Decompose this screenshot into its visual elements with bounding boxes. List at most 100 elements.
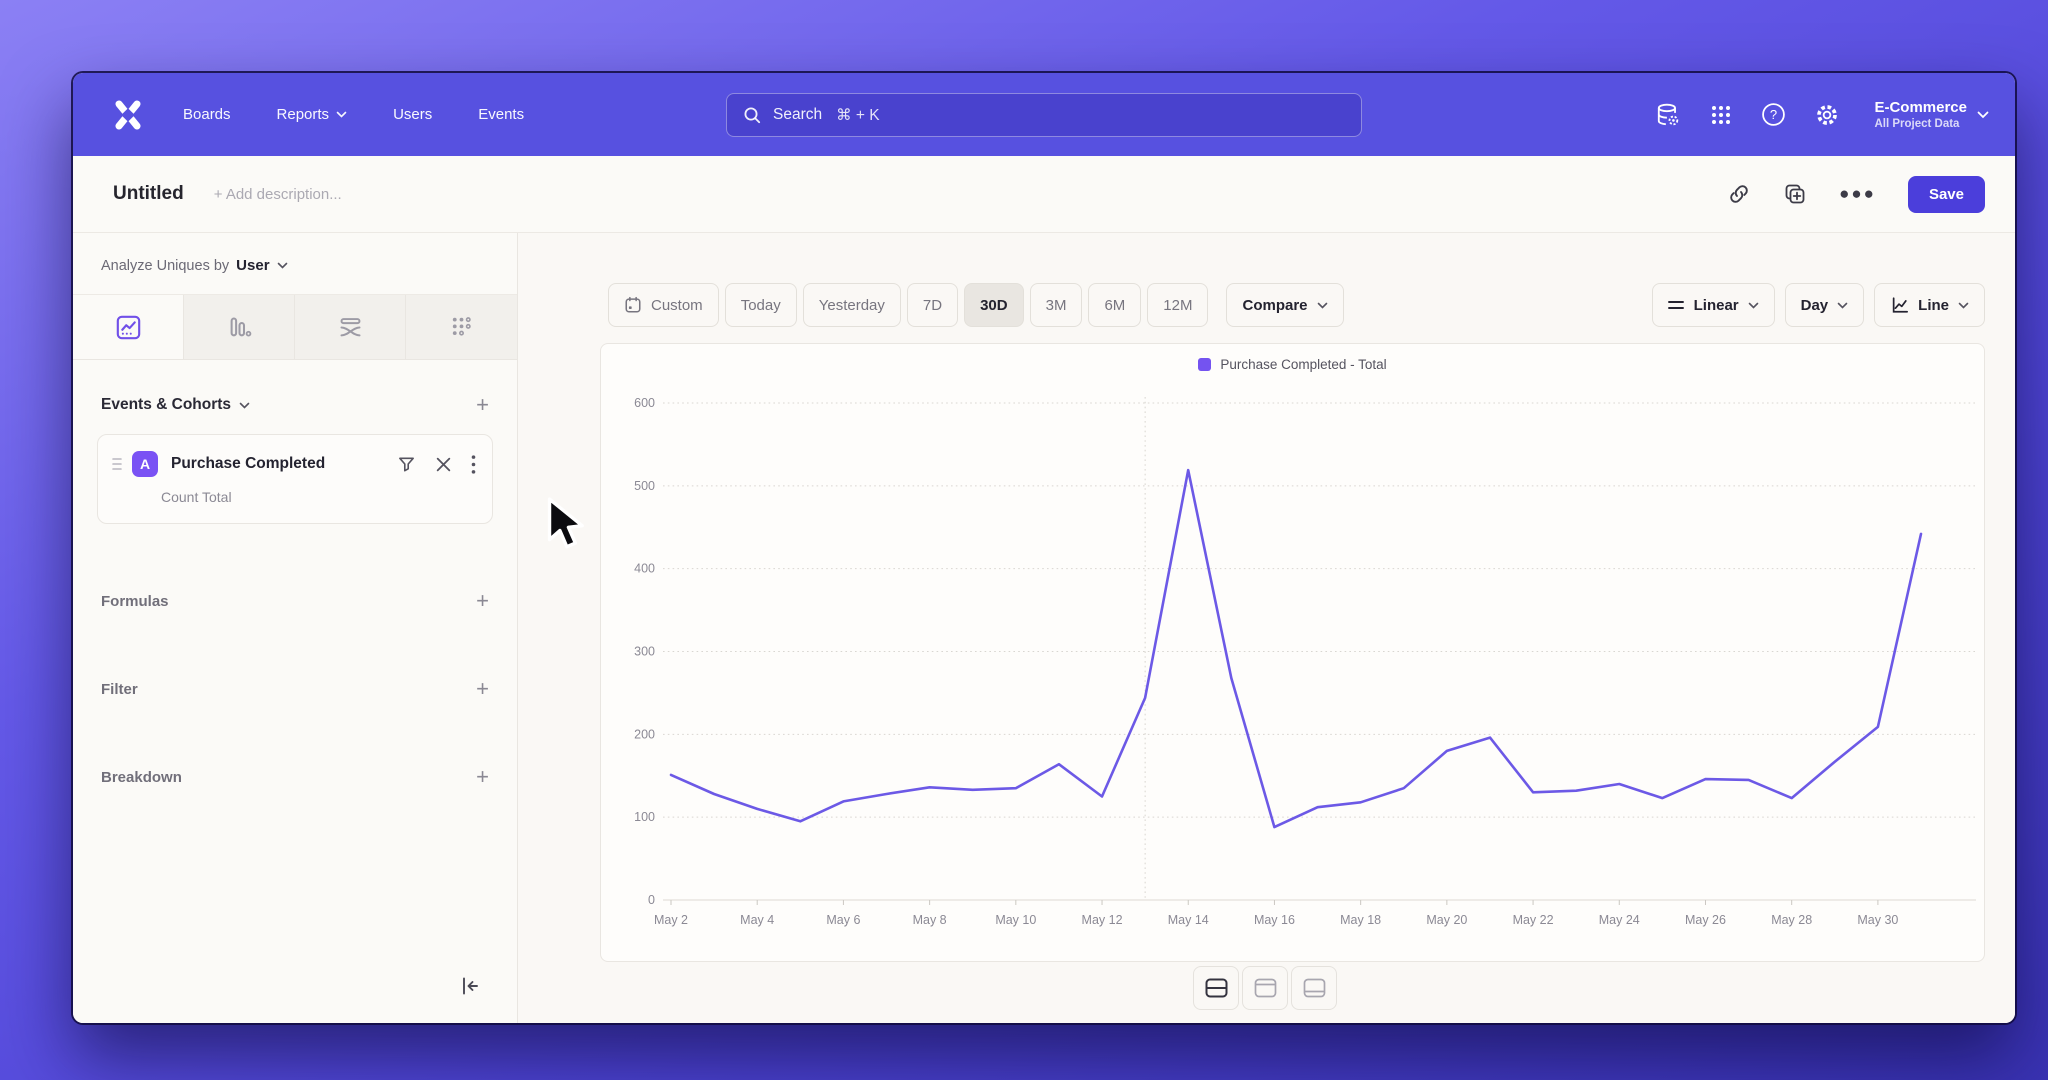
- range-30d-button[interactable]: 30D: [964, 283, 1024, 327]
- events-cohorts-header: Events & Cohorts +: [101, 394, 489, 416]
- more-actions-icon[interactable]: ●●●: [1839, 184, 1876, 203]
- x-axis-label: May 14: [1168, 913, 1209, 927]
- chevron-down-icon: [336, 111, 347, 118]
- range-today-button[interactable]: Today: [724, 283, 797, 327]
- line-chart[interactable]: 0 100 200 300 400 500 600 May 2 May 4 May 6 May 8 M…: [601, 378, 1986, 963]
- x-axis-label: May 22: [1513, 913, 1554, 927]
- x-axis-label: May 18: [1340, 913, 1381, 927]
- scale-dropdown[interactable]: Linear: [1651, 283, 1775, 327]
- drag-handle-icon[interactable]: [112, 457, 122, 471]
- layout-top-panel-button[interactable]: [1242, 966, 1288, 1010]
- nav-items: Boards Reports Users Events: [183, 106, 524, 123]
- tab-bar-chart[interactable]: [184, 295, 295, 359]
- date-range-controls: Custom Today Yesterday 7D 30D 3M 6M 12M Compare: [608, 283, 1344, 327]
- line-type-icon: [1892, 297, 1909, 313]
- add-filter-button[interactable]: +: [476, 676, 489, 701]
- duplicate-icon[interactable]: [1783, 182, 1807, 206]
- filter-funnel-icon[interactable]: [397, 455, 416, 474]
- project-switcher[interactable]: E-Commerce All Project Data: [1874, 99, 1989, 130]
- data-management-icon[interactable]: [1655, 102, 1681, 128]
- chevron-down-icon: [1837, 302, 1848, 309]
- y-axis-label: 100: [634, 810, 655, 824]
- settings-gear-icon[interactable]: [1814, 102, 1840, 128]
- event-name[interactable]: Purchase Completed: [171, 455, 326, 472]
- search-placeholder: Search: [773, 106, 823, 123]
- x-axis-label: May 4: [740, 913, 774, 927]
- tab-insights-line[interactable]: [73, 295, 184, 359]
- help-icon[interactable]: ?: [1761, 102, 1786, 127]
- section-label: Breakdown: [101, 768, 182, 786]
- y-axis-label: 400: [634, 562, 655, 576]
- chevron-down-icon: [277, 262, 288, 269]
- y-axis-label: 200: [634, 727, 655, 741]
- mixpanel-logo-icon[interactable]: [111, 98, 145, 132]
- legend-swatch: [1198, 358, 1212, 371]
- chart-type-dropdown[interactable]: Line: [1874, 283, 1985, 327]
- range-6m-button[interactable]: 6M: [1088, 283, 1142, 327]
- chevron-down-icon: [1317, 302, 1328, 309]
- event-measurement[interactable]: Count Total: [161, 489, 232, 505]
- compare-dropdown[interactable]: Compare: [1226, 283, 1344, 327]
- search-input[interactable]: Search ⌘ + K: [726, 93, 1362, 137]
- copy-link-icon[interactable]: [1727, 182, 1751, 206]
- y-axis-label: 300: [634, 645, 655, 659]
- scale-label: Linear: [1693, 296, 1739, 314]
- x-axis-label: May 16: [1254, 913, 1295, 927]
- event-card[interactable]: A Purchase Completed Count T: [97, 434, 493, 524]
- sidebar-section-formulas: Formulas +: [73, 590, 517, 612]
- top-navbar: Boards Reports Users Events Search ⌘ + K: [73, 73, 2015, 156]
- content-area: Analyze Uniques by User: [73, 233, 2015, 1023]
- events-cohorts-label: Events & Cohorts: [101, 396, 232, 413]
- analyze-uniques-selector[interactable]: Analyze Uniques by User: [73, 233, 517, 294]
- sidebar-section-breakdown: Breakdown +: [73, 766, 517, 788]
- event-badge: A: [132, 451, 158, 477]
- add-formulas-button[interactable]: +: [476, 588, 489, 613]
- linear-scale-icon: [1667, 301, 1684, 309]
- layout-bottom-panel-button[interactable]: [1291, 966, 1337, 1010]
- y-axis-label: 500: [634, 479, 655, 493]
- interval-dropdown[interactable]: Day: [1784, 283, 1865, 327]
- chart-legend[interactable]: Purchase Completed - Total: [601, 357, 1984, 372]
- visualization-tabs: [73, 294, 517, 360]
- nav-item-events[interactable]: Events: [478, 106, 525, 123]
- add-event-button[interactable]: +: [476, 392, 489, 417]
- tab-flows[interactable]: [295, 295, 406, 359]
- range-3m-button[interactable]: 3M: [1029, 283, 1083, 327]
- chart-card: Purchase Completed - Total 0 100 200 300 400…: [600, 343, 1985, 962]
- x-axis-label: May 10: [995, 913, 1036, 927]
- svg-text:?: ?: [1770, 107, 1777, 122]
- tab-retention-scatter[interactable]: [406, 295, 517, 359]
- range-custom-button[interactable]: Custom: [608, 283, 719, 327]
- app-window: Boards Reports Users Events Search ⌘ + K: [73, 73, 2015, 1023]
- nav-item-boards[interactable]: Boards: [183, 106, 231, 123]
- query-builder-sidebar: Analyze Uniques by User: [73, 233, 518, 1023]
- apps-grid-icon[interactable]: [1709, 103, 1733, 127]
- add-description-placeholder[interactable]: + Add description...: [213, 185, 342, 203]
- range-yesterday-button[interactable]: Yesterday: [802, 283, 901, 327]
- layout-split-horizontal-button[interactable]: [1193, 966, 1239, 1010]
- range-12m-button[interactable]: 12M: [1147, 283, 1209, 327]
- collapse-sidebar-button[interactable]: [459, 975, 481, 997]
- series-line-purchase-completed[interactable]: [669, 468, 1923, 829]
- add-breakdown-button[interactable]: +: [476, 764, 489, 789]
- y-axis-label: 600: [634, 396, 655, 410]
- remove-event-icon[interactable]: [435, 456, 452, 473]
- layout-toggle-group: [1193, 966, 1337, 1010]
- chart-display-controls: Linear Day Line: [1651, 283, 1985, 327]
- scatter-dots-icon: [452, 316, 471, 336]
- x-axis-label: May 6: [826, 913, 860, 927]
- nav-item-users[interactable]: Users: [393, 106, 433, 123]
- kebab-menu-icon[interactable]: [471, 454, 476, 474]
- report-title[interactable]: Untitled: [113, 183, 184, 204]
- bar-chart-icon: [230, 316, 251, 337]
- nav-item-reports[interactable]: Reports: [277, 106, 348, 123]
- events-cohorts-toggle[interactable]: Events & Cohorts: [101, 396, 250, 414]
- line-chart-icon: [116, 315, 140, 339]
- range-7d-button[interactable]: 7D: [906, 283, 959, 327]
- save-button[interactable]: Save: [1907, 175, 1985, 213]
- x-axis-label: May 8: [913, 913, 947, 927]
- analyze-label: Analyze Uniques by: [101, 257, 230, 274]
- x-axis-label: May 20: [1426, 913, 1467, 927]
- search-icon: [744, 107, 761, 124]
- chevron-down-icon: [1958, 302, 1969, 309]
